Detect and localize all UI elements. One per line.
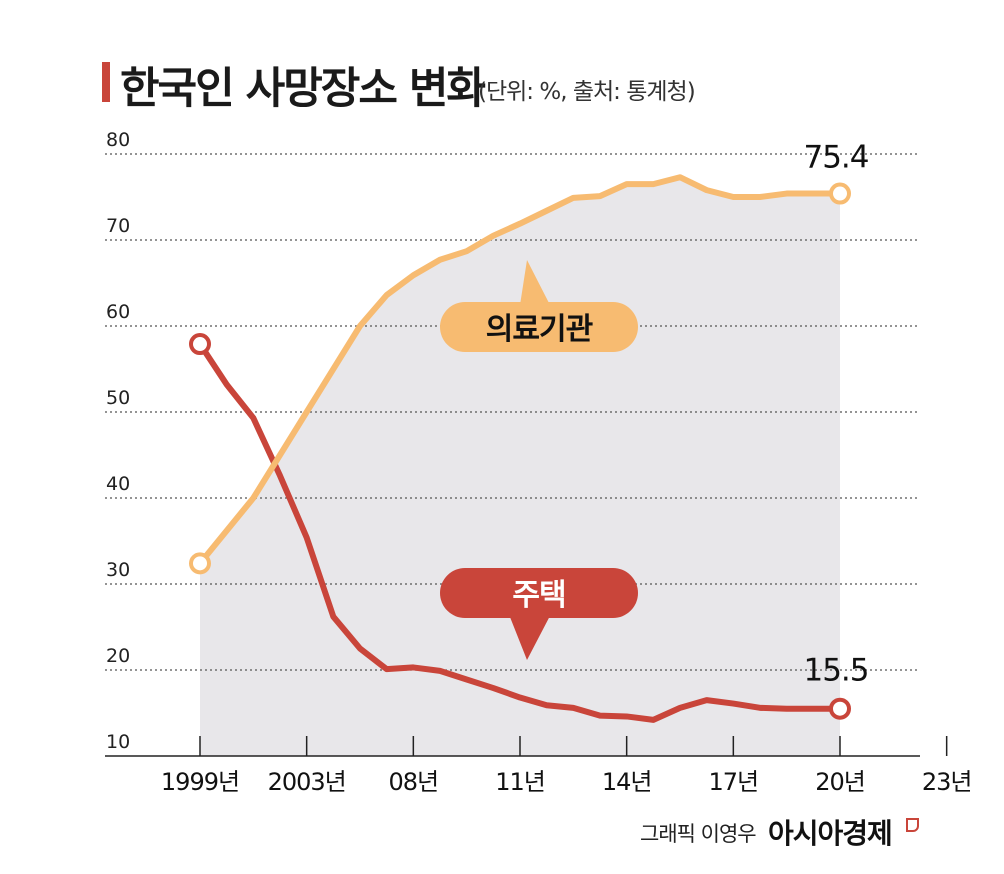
y-tick-label: 80 [106,129,130,151]
title-accent-bar [102,62,110,102]
chart-title: 한국인 사망장소 변화 [120,64,486,114]
legend-label-home: 주택 [512,578,565,613]
area-fill [200,177,840,757]
chart-subtitle: (단위: %, 출처: 통계청) [478,79,696,105]
data-point-medical-end [829,182,851,205]
y-tick-label: 60 [106,301,130,323]
data-point-home-end [829,697,851,720]
callout-pointer-home [508,612,552,660]
x-tick-label: 2003년 [268,768,346,796]
callout-pill-home [440,568,638,618]
graphic-credit: 그래픽 이영우 [640,822,757,846]
logo-mark-icon [906,818,919,832]
callout-pointer-medical [520,260,550,305]
publisher-logo: 아시아경제 [768,817,893,850]
data-point-medical-start [189,552,211,575]
x-tick-label: 1999년 [161,768,239,796]
x-tick-label: 23년 [922,768,972,796]
series-line-medical [197,174,840,566]
x-tick-label: 20년 [815,768,865,796]
x-tick-label: 11년 [495,768,545,796]
data-label-medical-end: 75.4 [803,140,868,176]
y-tick-label: 20 [106,645,130,667]
y-tick-label: 30 [106,559,130,581]
callout-pill-medical [440,302,638,352]
y-tick-label: 70 [106,215,130,237]
data-label-home-end: 15.5 [803,653,868,689]
y-tick-label: 10 [106,731,130,753]
y-tick-label: 50 [106,387,130,409]
x-tick-label: 17년 [709,768,759,796]
y-tick-label: 40 [106,473,130,495]
x-tick-label: 14년 [602,768,652,796]
x-tick-label: 08년 [389,768,439,796]
data-point-home-start [189,333,211,356]
series-line-home [197,342,840,723]
legend-label-medical: 의료기관 [486,312,593,347]
